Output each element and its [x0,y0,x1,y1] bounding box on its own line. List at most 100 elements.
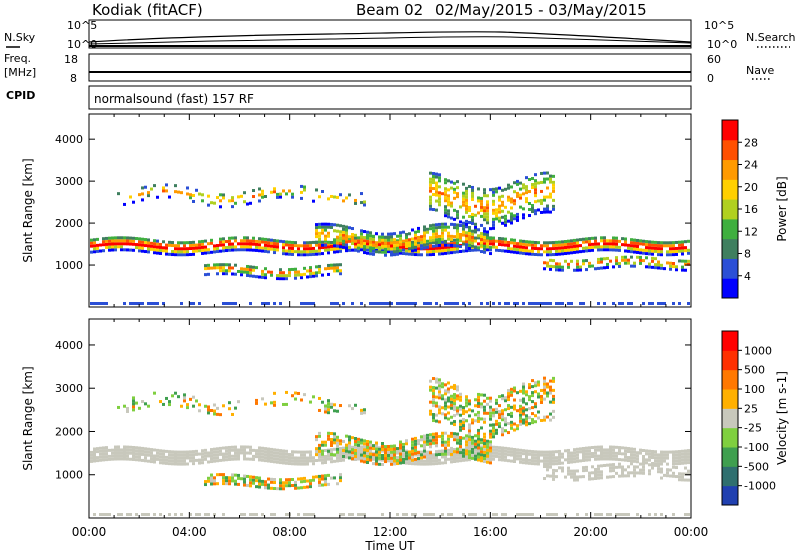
scatter-cell [486,396,489,400]
scatter-cell [615,457,618,461]
scatter-cell [342,230,345,234]
scatter-cell [480,232,483,236]
scatter-cell [144,450,147,454]
scatter-cell [123,451,126,455]
scatter-cell [303,513,306,516]
scatter-cell [432,226,435,230]
scatter-cell [180,459,183,463]
scatter-cell [660,459,663,463]
scatter-cell [330,448,333,452]
scatter-cell [516,409,519,413]
scatter-cell [459,451,462,455]
scatter-cell [159,449,162,453]
scatter-cell [444,248,447,252]
scatter-cell [306,302,309,305]
scatter-cell [387,444,390,448]
colorbar-swatch [722,447,738,467]
scatter-cell [486,221,489,225]
scatter-cell [465,186,468,190]
scatter-cell [624,261,627,265]
scatter-cell [612,457,615,461]
scatter-cell [678,478,681,482]
scatter-cell [438,197,441,201]
scatter-cell [516,191,519,195]
scatter-cell [633,241,636,245]
scatter-cell [375,250,378,254]
scatter-cell [330,263,333,267]
scatter-cell [288,484,291,488]
scatter-cell [330,460,333,464]
scatter-cell [453,241,456,245]
scatter-cell [594,476,597,480]
scatter-cell [411,252,414,256]
scatter-cell [237,482,240,486]
scatter-cell [546,385,549,389]
scatter-cell [435,190,438,194]
scatter-cell [447,197,450,201]
scatter-cell [549,391,552,395]
scatter-cell [435,235,438,239]
scatter-cell [225,263,228,267]
scatter-cell [180,456,183,460]
scatter-cell [537,456,540,460]
scatter-cell [636,451,639,455]
scatter-cell [663,244,666,248]
scatter-cell [513,459,516,463]
scatter-cell [606,239,609,243]
scatter-cell [507,219,510,223]
scatter-cell [288,240,291,244]
scatter-cell [507,459,510,463]
scatter-cell [429,453,432,457]
scatter-cell [480,426,483,430]
scatter-cell [501,430,504,434]
scatter-cell [477,455,480,459]
scatter-cell [294,462,297,466]
scatter-cell [558,243,561,247]
scatter-cell [471,241,474,245]
scatter-cell [225,446,228,450]
scatter-cell [117,236,120,240]
scatter-cell [543,198,546,202]
scatter-cell [447,200,450,204]
scatter-cell [522,216,525,220]
scatter-cell [432,246,435,250]
scatter-cell [240,242,243,246]
scatter-cell [324,440,327,444]
scatter-cell [657,253,660,257]
scatter-cell [681,472,684,476]
scatter-cell [546,450,549,454]
scatter-cell [648,302,651,305]
scatter-cell [258,458,261,462]
scatter-cell [621,468,624,472]
scatter-cell [645,256,648,260]
scatter-cell [207,263,210,267]
scatter-cell [561,265,564,269]
scatter-cell [603,451,606,455]
scatter-cell [540,189,543,193]
scatter-cell [651,302,654,305]
scatter-cell [525,408,528,412]
scatter-cell [387,459,390,463]
scatter-cell [333,447,336,451]
scatter-cell [330,240,333,244]
scatter-cell [336,441,339,445]
scatter-cell [396,462,399,466]
scatter-cell [402,513,405,516]
scatter-cell [480,199,483,203]
scatter-cell [642,248,645,252]
scatter-cell [495,448,498,452]
scatter-cell [501,200,504,204]
scatter-cell [489,423,492,427]
scatter-cell [336,409,339,413]
scatter-cell [630,238,633,242]
scatter-cell [579,244,582,248]
scatter-cell [453,187,456,191]
scatter-cell [444,205,447,209]
scatter-cell [291,453,294,457]
scatter-cell [282,189,285,193]
scatter-cell [249,245,252,249]
scatter-cell [483,194,486,198]
scatter-cell [552,397,555,401]
scatter-cell [684,240,687,244]
scatter-cell [423,437,426,441]
